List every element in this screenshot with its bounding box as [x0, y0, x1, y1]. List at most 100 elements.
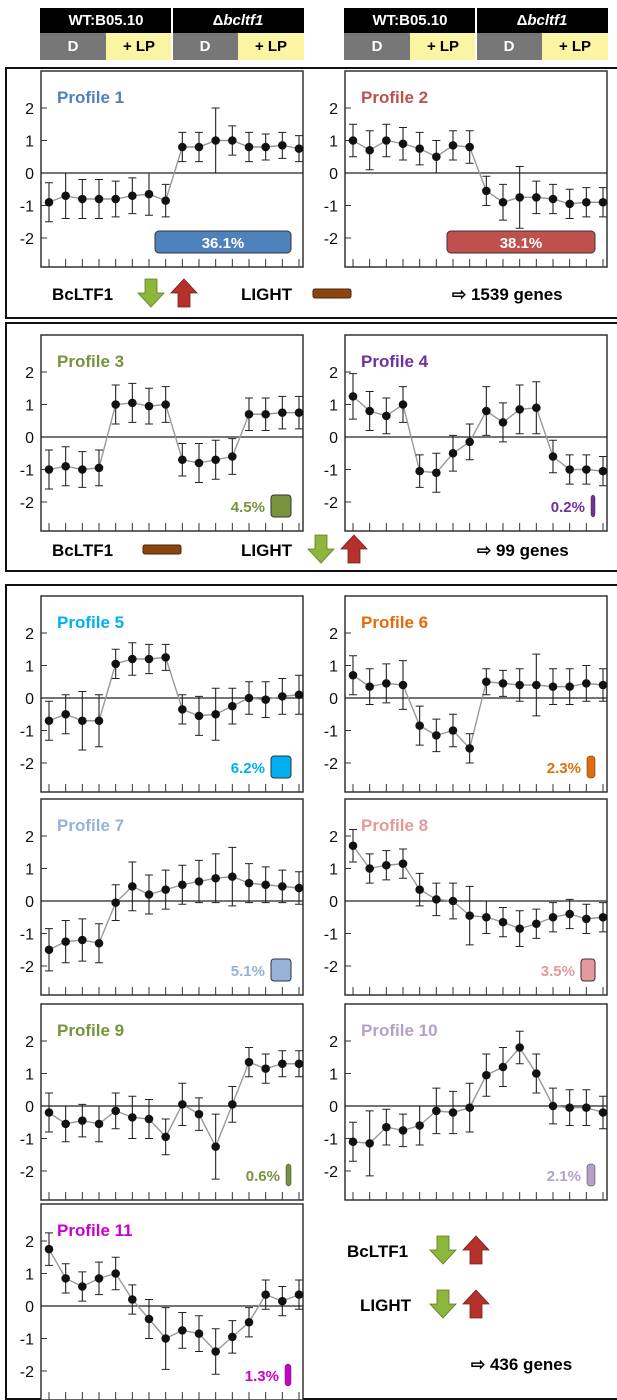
y-tick-label: 0 — [25, 1299, 34, 1316]
data-point — [598, 680, 608, 690]
y-tick-label: -2 — [324, 959, 338, 976]
data-point — [44, 197, 54, 207]
data-point — [448, 896, 458, 906]
data-point — [244, 693, 254, 703]
profile-title: Profile 7 — [57, 816, 124, 835]
data-point — [465, 744, 474, 753]
data-point — [228, 1332, 237, 1342]
arrow-down-icon — [429, 1289, 457, 1319]
series-line — [48, 1061, 299, 1149]
gene-count: ⇨ 99 genes — [477, 541, 569, 560]
data-point — [465, 911, 474, 920]
y-tick-label: 2 — [25, 1034, 34, 1051]
data-point — [211, 873, 220, 883]
data-point — [532, 193, 541, 202]
data-point — [94, 716, 104, 726]
data-point — [415, 144, 424, 153]
data-point — [211, 455, 220, 465]
arrow-up-icon — [462, 1289, 490, 1319]
profile-chart-3: 2 1 0 -1 -2 Profile 3 4.5% — [20, 334, 304, 532]
data-point — [548, 682, 558, 691]
arrow-up-icon — [462, 1235, 490, 1265]
data-point — [294, 883, 304, 893]
data-point — [194, 1329, 204, 1338]
y-tick-label: -2 — [20, 495, 34, 512]
profile-title: Profile 9 — [57, 1021, 124, 1040]
percent-bar — [154, 230, 292, 254]
y-tick-label: 1 — [25, 398, 34, 415]
arrow-down-icon — [137, 278, 165, 308]
data-point — [382, 679, 391, 688]
factor-label: BcLTF1 — [347, 1242, 408, 1261]
percent-label: 2.1% — [547, 1168, 581, 1185]
profile-title: Profile 5 — [57, 613, 124, 632]
series-line — [48, 1248, 300, 1353]
gene-count: ⇨ 1539 genes — [452, 285, 563, 304]
data-point — [228, 701, 237, 711]
data-point — [178, 705, 187, 714]
data-point — [398, 1126, 408, 1135]
factor-label: LIGHT — [241, 285, 293, 304]
data-point — [61, 937, 70, 946]
profile-chart-4: 2 1 0 -1 -2 Profile 4 0.2% — [324, 334, 608, 532]
data-point — [211, 1142, 220, 1151]
data-point — [432, 468, 441, 478]
profile-group-1 — [5, 67, 617, 319]
plot-frame — [40, 595, 304, 793]
y-tick-label: -2 — [20, 1164, 34, 1181]
y-tick-label: 2 — [329, 626, 338, 643]
data-point — [482, 186, 491, 196]
data-point — [582, 914, 591, 924]
profile-group-2 — [5, 322, 617, 572]
condition-dark: D — [344, 33, 410, 60]
data-point — [178, 142, 187, 152]
y-tick-label: 1 — [329, 398, 338, 415]
y-tick-label: -2 — [324, 231, 338, 248]
data-point — [211, 1347, 220, 1356]
data-point — [382, 860, 391, 870]
percent-label: 1.3% — [245, 1368, 279, 1385]
percent-label: 6.2% — [231, 760, 265, 777]
arrow-up-icon — [340, 534, 368, 564]
y-tick-label: -2 — [20, 959, 34, 976]
header-title-italic: bcltf1 — [527, 12, 568, 29]
data-point — [398, 139, 408, 149]
data-point — [228, 136, 237, 145]
data-point — [161, 653, 170, 662]
y-tick-label: 1 — [25, 659, 34, 676]
data-point — [161, 885, 170, 894]
y-tick-label: -1 — [324, 1132, 338, 1149]
percent-label: 38.1% — [500, 235, 543, 252]
header-divider — [171, 8, 173, 60]
data-point — [111, 1269, 120, 1278]
condition-light: + LP — [410, 33, 476, 60]
data-point — [515, 193, 524, 202]
condition-dark: D — [476, 33, 542, 60]
flat-bar-icon — [142, 544, 182, 555]
data-point — [598, 1108, 608, 1117]
data-point — [294, 408, 304, 417]
data-point — [78, 935, 87, 945]
data-point — [415, 1121, 424, 1130]
y-tick-label: -1 — [20, 463, 34, 480]
factor-label: BcLTF1 — [52, 285, 113, 304]
data-point — [598, 466, 608, 476]
data-point — [61, 1274, 70, 1283]
y-tick-label: 1 — [329, 659, 338, 676]
series-line — [48, 402, 299, 471]
y-tick-label: 0 — [329, 894, 338, 911]
series-line — [48, 656, 300, 722]
header-title-text: Δ — [516, 12, 528, 29]
profile-chart-2: 2 1 0 -1 -2 Profile 2 38.1% — [324, 70, 608, 268]
data-point — [532, 919, 541, 929]
data-point — [194, 711, 204, 721]
y-tick-label: 0 — [25, 430, 34, 447]
plot-frame — [344, 798, 608, 996]
data-point — [261, 409, 270, 419]
data-point — [128, 398, 137, 408]
series-line — [352, 1046, 604, 1145]
data-point — [278, 1059, 287, 1069]
y-tick-label: -2 — [324, 756, 338, 773]
profile-chart-8: 2 1 0 -1 -2 Profile 8 3.5% — [324, 798, 608, 996]
profile-chart-10: 2 1 0 -1 -2 Profile 10 2.1% — [324, 1003, 608, 1201]
